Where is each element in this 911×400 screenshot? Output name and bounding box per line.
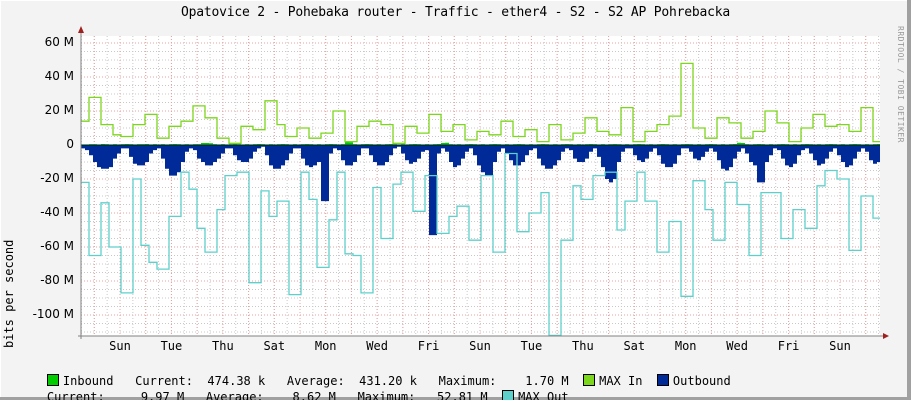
frame-top: [0, 0, 911, 1]
x-axis-arrow: [883, 333, 889, 339]
x-tick-label: Tue: [160, 339, 183, 353]
max-out-line: [81, 152, 880, 337]
max-in-legend-label: MAX In: [599, 374, 643, 388]
frame-bottom: [0, 397, 911, 400]
x-tick-label: Fri: [417, 339, 440, 353]
inbound-area: [81, 142, 880, 145]
max-out-swatch: [502, 390, 515, 400]
frame-left: [0, 0, 1, 400]
rrdtool-watermark: RRDTOOL / TOBI OETIKER: [896, 26, 905, 143]
outbound-legend-label: Outbound: [672, 374, 731, 388]
y-tick-label: -80 M: [40, 273, 74, 287]
outbound-stats: Current: 9.97 M Average: 8.62 M Maximum:…: [46, 390, 488, 400]
inbound-stats: Current: 474.38 k Average: 431.20 k Maxi…: [135, 374, 569, 388]
legend-row-2: Current: 9.97 M Average: 8.62 M Maximum:…: [18, 376, 569, 400]
y-tick-label: -40 M: [40, 205, 74, 219]
inbound-swatch: [46, 374, 59, 386]
y-axis-arrow: [78, 26, 84, 33]
chart-title: Opatovice 2 - Pohebaka router - Traffic …: [180, 5, 731, 20]
max-in-line: [81, 62, 880, 144]
y-tick-label: -20 M: [40, 171, 74, 185]
x-tick-label: Mon: [674, 339, 697, 353]
inbound-legend-label: Inbound: [62, 374, 114, 388]
x-tick-label: Wed: [726, 339, 748, 353]
x-tick-label: Sun: [109, 339, 131, 353]
x-tick-label: Sun: [469, 339, 491, 353]
y-tick-label: 0: [66, 137, 74, 151]
x-tick-label: Sun: [829, 339, 851, 353]
max-in-swatch: [583, 374, 596, 386]
x-tick-label: Thu: [212, 339, 234, 353]
max-out-legend-label: MAX Out: [518, 390, 569, 400]
y-tick-label: -60 M: [40, 239, 74, 253]
outbound-area: [81, 145, 880, 236]
x-tick-label: Wed: [366, 339, 388, 353]
outbound-swatch: [656, 374, 669, 386]
y-tick-label: 40 M: [44, 69, 74, 83]
legend-row-1: Inbound Current: 474.38 k Average: 431.2…: [18, 360, 731, 400]
x-tick-label: Fri: [777, 339, 800, 353]
x-tick-label: Sat: [623, 339, 646, 353]
y-tick-label: 60 M: [44, 35, 74, 49]
x-tick-label: Thu: [572, 339, 594, 353]
y-tick-label: -100 M: [32, 307, 74, 321]
x-tick-label: Sat: [263, 339, 286, 353]
x-tick-label: Tue: [520, 339, 543, 353]
frame-right: [907, 0, 911, 400]
y-tick-label: 20 M: [44, 103, 74, 117]
x-tick-label: Mon: [314, 339, 337, 353]
